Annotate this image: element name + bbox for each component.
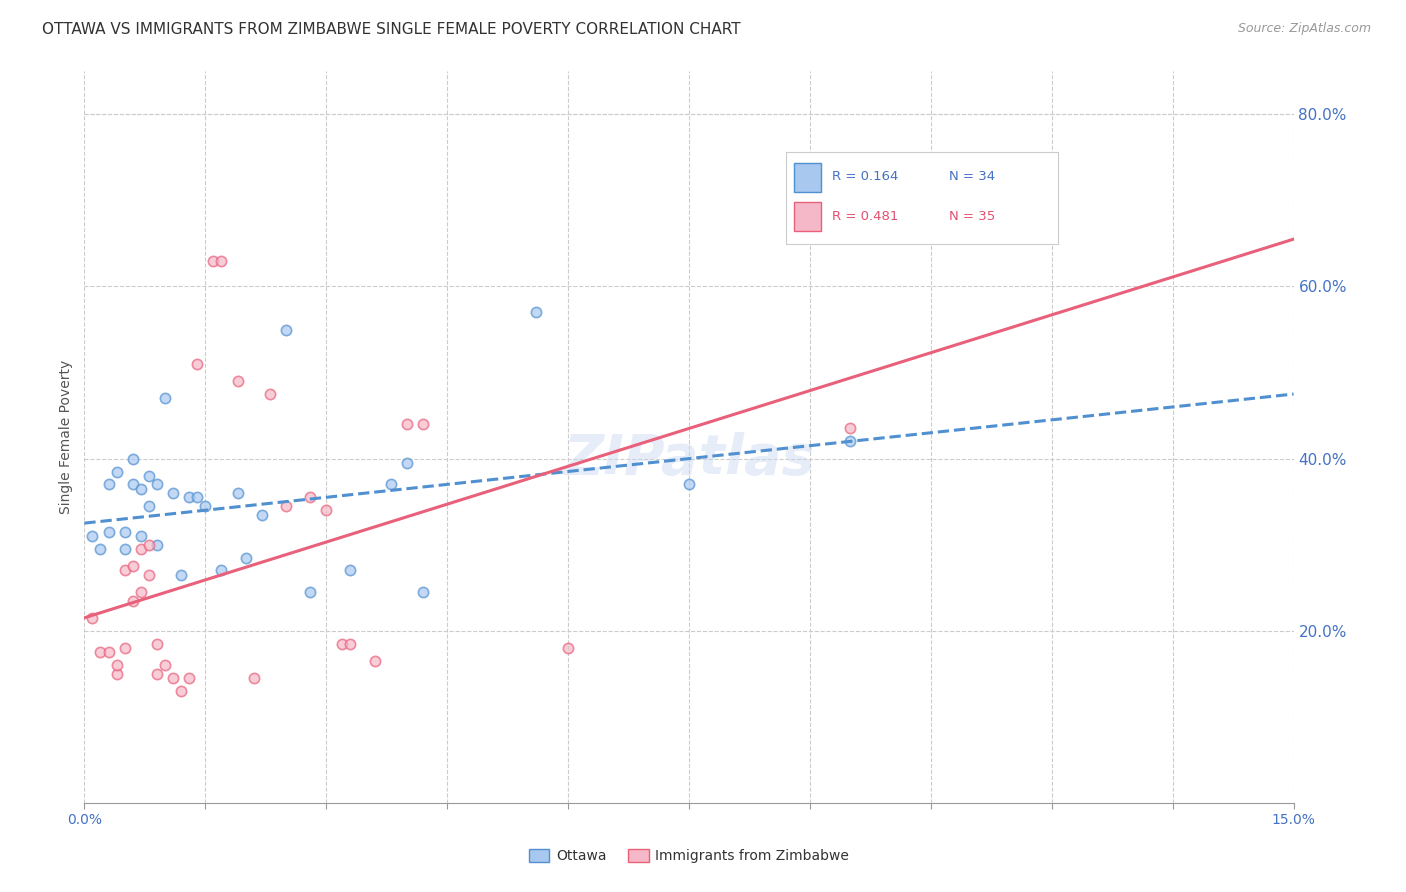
Point: [97, 524, 120, 539]
Point: [138, 468, 160, 483]
Text: ZIPatlas: ZIPatlas: [564, 432, 814, 486]
Point: [105, 465, 128, 479]
Point: [114, 564, 136, 578]
Point: [274, 499, 297, 513]
Point: [274, 322, 297, 336]
Point: [105, 658, 128, 673]
Point: [82, 529, 104, 543]
Point: [412, 417, 434, 432]
Point: [146, 666, 169, 681]
Point: [315, 503, 337, 517]
Point: [97, 645, 120, 659]
Point: [179, 671, 201, 685]
Point: [839, 434, 862, 449]
Point: [138, 538, 160, 552]
Point: [129, 529, 152, 543]
Text: Source: ZipAtlas.com: Source: ZipAtlas.com: [1237, 22, 1371, 36]
FancyBboxPatch shape: [794, 202, 821, 231]
Point: [89, 541, 111, 556]
Point: [363, 654, 385, 668]
Text: N = 35: N = 35: [949, 211, 995, 223]
Point: [202, 253, 225, 268]
Point: [524, 305, 547, 319]
FancyBboxPatch shape: [794, 163, 821, 193]
Point: [226, 486, 249, 500]
Point: [121, 477, 143, 491]
Point: [129, 541, 152, 556]
Point: [162, 486, 184, 500]
Text: R = 0.481: R = 0.481: [832, 211, 898, 223]
Point: [242, 671, 264, 685]
Point: [97, 477, 120, 491]
Point: [138, 567, 160, 582]
Point: [339, 564, 361, 578]
Point: [395, 417, 418, 432]
Point: [114, 640, 136, 655]
Point: [412, 585, 434, 599]
Point: [121, 593, 143, 607]
Point: [339, 637, 361, 651]
Point: [146, 637, 169, 651]
Point: [186, 491, 208, 505]
Point: [299, 491, 322, 505]
Point: [170, 567, 193, 582]
Point: [250, 508, 273, 522]
Point: [678, 477, 700, 491]
Point: [129, 585, 152, 599]
Point: [129, 482, 152, 496]
Y-axis label: Single Female Poverty: Single Female Poverty: [59, 360, 73, 514]
Point: [105, 666, 128, 681]
Point: [89, 645, 111, 659]
Point: [153, 392, 176, 406]
Point: [194, 499, 217, 513]
Point: [138, 499, 160, 513]
Point: [235, 550, 257, 565]
Point: [82, 611, 104, 625]
Point: [121, 559, 143, 574]
Point: [259, 387, 281, 401]
Point: [146, 477, 169, 491]
Point: [226, 374, 249, 388]
Point: [121, 451, 143, 466]
Point: [839, 421, 862, 435]
Point: [380, 477, 402, 491]
Point: [162, 671, 184, 685]
Point: [395, 456, 418, 470]
Point: [170, 684, 193, 698]
Legend: Ottawa, Immigrants from Zimbabwe: Ottawa, Immigrants from Zimbabwe: [523, 844, 855, 869]
Point: [146, 538, 169, 552]
Point: [179, 491, 201, 505]
Point: [114, 541, 136, 556]
Point: [209, 564, 232, 578]
Point: [186, 357, 208, 371]
Point: [557, 640, 579, 655]
Point: [153, 658, 176, 673]
Text: R = 0.164: R = 0.164: [832, 170, 898, 183]
Text: N = 34: N = 34: [949, 170, 995, 183]
Point: [114, 524, 136, 539]
Text: OTTAWA VS IMMIGRANTS FROM ZIMBABWE SINGLE FEMALE POVERTY CORRELATION CHART: OTTAWA VS IMMIGRANTS FROM ZIMBABWE SINGL…: [42, 22, 741, 37]
Point: [209, 253, 232, 268]
Point: [299, 585, 322, 599]
Point: [330, 637, 353, 651]
